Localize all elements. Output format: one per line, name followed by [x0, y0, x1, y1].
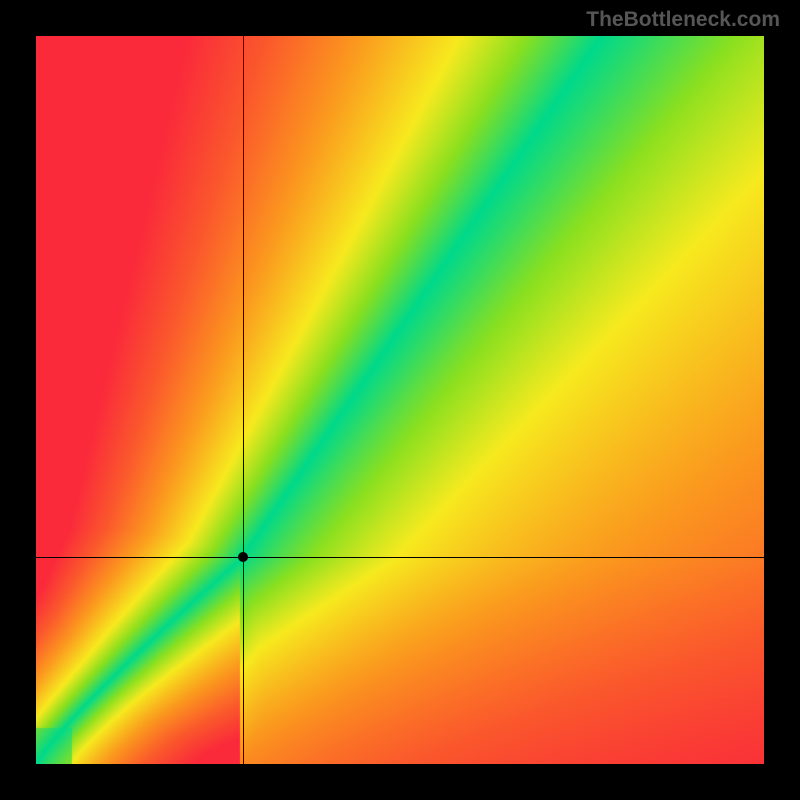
marker-dot — [238, 552, 248, 562]
heatmap-canvas — [36, 36, 764, 764]
bottleneck-heatmap — [36, 36, 764, 764]
crosshair-vertical — [243, 36, 244, 764]
crosshair-horizontal — [36, 557, 764, 558]
watermark-text: TheBottleneck.com — [586, 8, 780, 32]
